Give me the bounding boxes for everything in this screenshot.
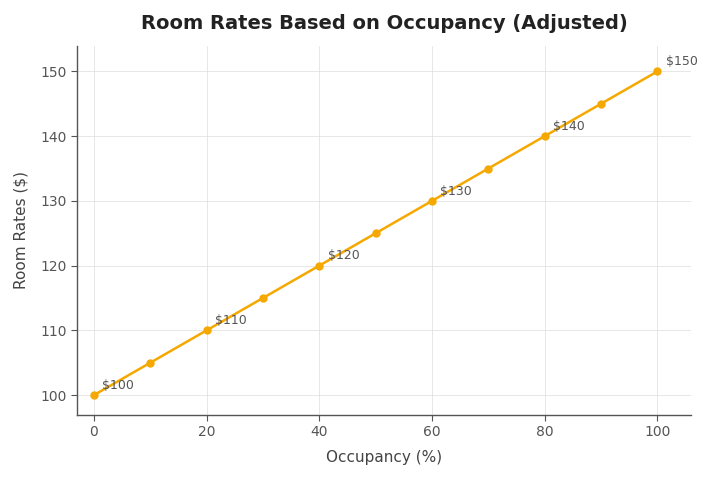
- Text: $110: $110: [215, 314, 247, 327]
- Text: $130: $130: [441, 185, 472, 198]
- Text: $150: $150: [665, 55, 698, 68]
- Y-axis label: Room Rates ($): Room Rates ($): [14, 171, 29, 289]
- X-axis label: Occupancy (%): Occupancy (%): [326, 450, 442, 465]
- Text: $140: $140: [553, 120, 585, 133]
- Text: $100: $100: [102, 379, 134, 392]
- Title: Room Rates Based on Occupancy (Adjusted): Room Rates Based on Occupancy (Adjusted): [141, 14, 628, 33]
- Text: $120: $120: [328, 250, 359, 262]
